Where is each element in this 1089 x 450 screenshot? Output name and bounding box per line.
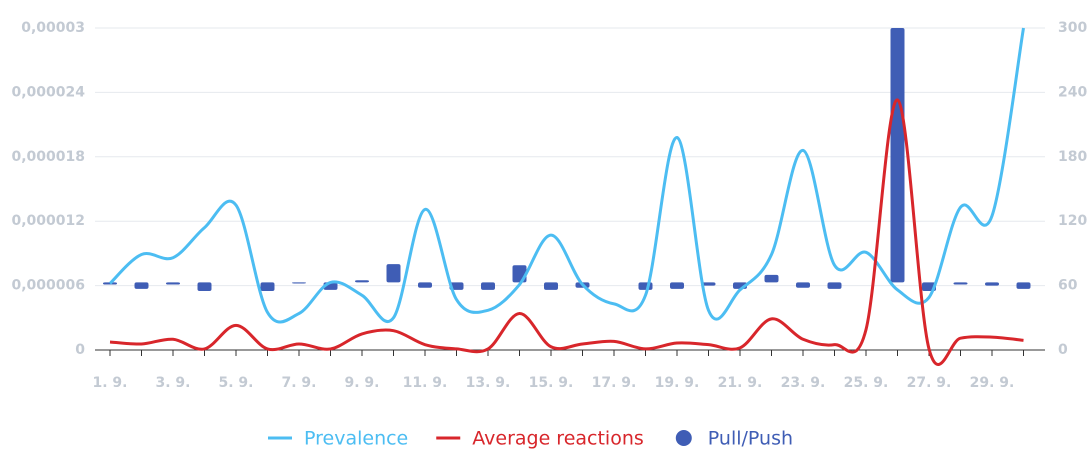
x-tick-label: 9. 9. xyxy=(345,375,380,391)
bar xyxy=(670,282,684,289)
bar xyxy=(166,282,180,285)
y-tick-label: 0,000024 xyxy=(11,84,85,100)
bar xyxy=(355,280,369,283)
x-tick-label: 15. 9. xyxy=(529,375,574,391)
x-tick-label: 7. 9. xyxy=(282,375,317,391)
y2-tick-label: 240 xyxy=(1058,84,1087,100)
line xyxy=(109,98,1024,366)
y-tick-label: 0,00003 xyxy=(21,20,85,36)
x-tick-label: 27. 9. xyxy=(907,375,952,391)
y2-tick-label: 0 xyxy=(1058,342,1068,358)
y-tick-label: 0 xyxy=(75,342,85,358)
bar xyxy=(796,282,810,288)
bar xyxy=(386,264,401,283)
bar xyxy=(985,282,999,286)
bar xyxy=(544,282,558,290)
bar xyxy=(418,282,432,288)
legend-swatch xyxy=(675,430,692,446)
x-tick-label: 25. 9. xyxy=(844,375,889,391)
bar xyxy=(638,282,653,290)
x-tick-label: 29. 9. xyxy=(970,375,1015,391)
legend-label: Average reactions xyxy=(472,428,644,450)
legend: Prevalence Average reactions Pull/Push xyxy=(268,428,793,450)
y2-tick-label: 300 xyxy=(1058,20,1087,36)
y2-tick-label: 180 xyxy=(1058,149,1087,165)
line xyxy=(108,27,1025,324)
legend-label: Prevalence xyxy=(304,428,408,450)
legend-label: Pull/Push xyxy=(708,428,793,450)
y2-tick-label: 60 xyxy=(1058,278,1078,294)
y-tick-label: 0,000006 xyxy=(11,278,85,294)
bar xyxy=(764,274,779,283)
y-tick-label: 0,000012 xyxy=(11,213,85,229)
y-tick-label: 0,000018 xyxy=(11,149,85,165)
x-tick-label: 21. 9. xyxy=(718,375,763,391)
bar xyxy=(197,282,212,291)
x-tick-label: 19. 9. xyxy=(655,375,700,391)
bar xyxy=(260,282,275,291)
x-tick-label: 1. 9. xyxy=(93,375,128,391)
y2-tick-label: 120 xyxy=(1058,213,1087,229)
bar xyxy=(827,282,842,289)
bar xyxy=(953,282,968,285)
bar xyxy=(701,282,716,286)
x-tick-label: 5. 9. xyxy=(219,375,254,391)
x-tick-label: 11. 9. xyxy=(403,375,448,391)
x-tick-label: 23. 9. xyxy=(781,375,826,391)
bar xyxy=(292,282,306,284)
bar xyxy=(134,282,149,289)
bar xyxy=(481,282,495,290)
x-tick-label: 17. 9. xyxy=(592,375,637,391)
x-tick-label: 13. 9. xyxy=(466,375,511,391)
x-tick-label: 3. 9. xyxy=(156,375,191,391)
bar xyxy=(890,28,905,283)
bar xyxy=(1016,282,1031,289)
